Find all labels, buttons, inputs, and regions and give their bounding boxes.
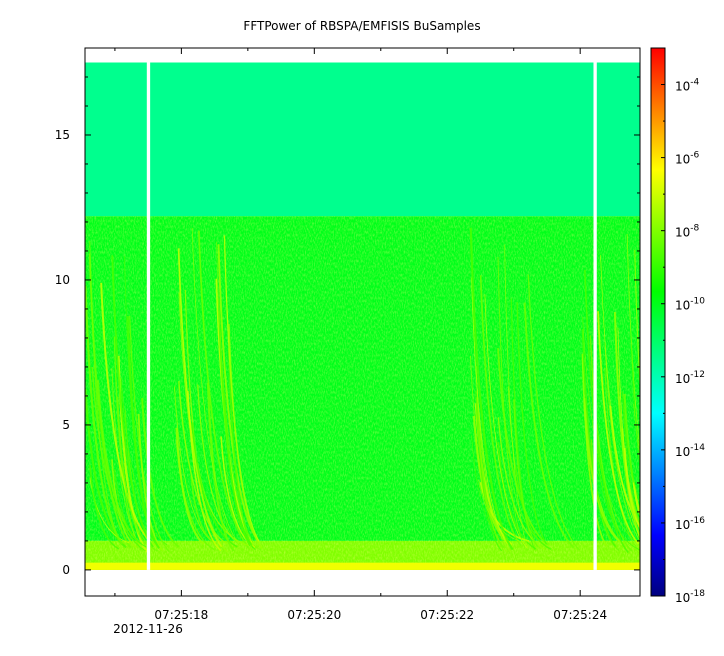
- y-tick-label: 10: [55, 273, 70, 287]
- colorbar-tick-label: 10-4: [675, 78, 700, 94]
- no-data-top: [85, 48, 640, 63]
- colorbar-tick-label: 10-18: [675, 589, 705, 605]
- spectrogram-image: [85, 62, 640, 570]
- plot-frame: [84, 47, 641, 597]
- colorbar-tick-label: 10-12: [675, 370, 705, 386]
- colorbar-tick-label: 10-10: [675, 297, 705, 313]
- colorbar-tick-label: 10-14: [675, 443, 705, 459]
- y-tick-label: 5: [62, 418, 70, 432]
- x-tick-label: 07:25:22: [420, 608, 474, 622]
- chorus-burst-2: [469, 227, 580, 553]
- chart-title: FFTPower of RBSPA/EMFISIS BuSamples: [243, 19, 480, 33]
- colorbar-axis: 10-4 10-6 10-8 10-10 10-12 10-14 10-16 10-18: [661, 78, 705, 605]
- power-region-0: [85, 62, 640, 217]
- data-gap-0: [146, 62, 151, 570]
- colorbar: [650, 47, 666, 597]
- y-tick-label: 0: [62, 563, 70, 577]
- x-tick-label: 07:25:24: [553, 608, 607, 622]
- y-tick-label: 15: [55, 128, 70, 142]
- chorus-burst-0: [85, 241, 180, 553]
- chorus-burst-1: [174, 227, 263, 553]
- x-tick-label: 07:25:18: [154, 608, 208, 622]
- x-date-label: 2012-11-26: [113, 622, 183, 636]
- power-texture: [85, 216, 640, 570]
- power-region-base: [85, 562, 640, 570]
- colorbar-tick-label: 10-8: [675, 224, 700, 240]
- y-axis: 0 5 10 15: [55, 76, 640, 577]
- colorbar-tick-label: 10-16: [675, 516, 705, 532]
- data-gap-1: [593, 62, 597, 570]
- colorbar-tick-label: 10-6: [675, 151, 700, 167]
- chorus-burst-3: [581, 233, 640, 553]
- data-gaps: [85, 48, 640, 570]
- x-tick-label: 07:25:20: [287, 608, 341, 622]
- x-axis: 07:25:18 07:25:20 07:25:22 07:25:24: [114, 48, 607, 622]
